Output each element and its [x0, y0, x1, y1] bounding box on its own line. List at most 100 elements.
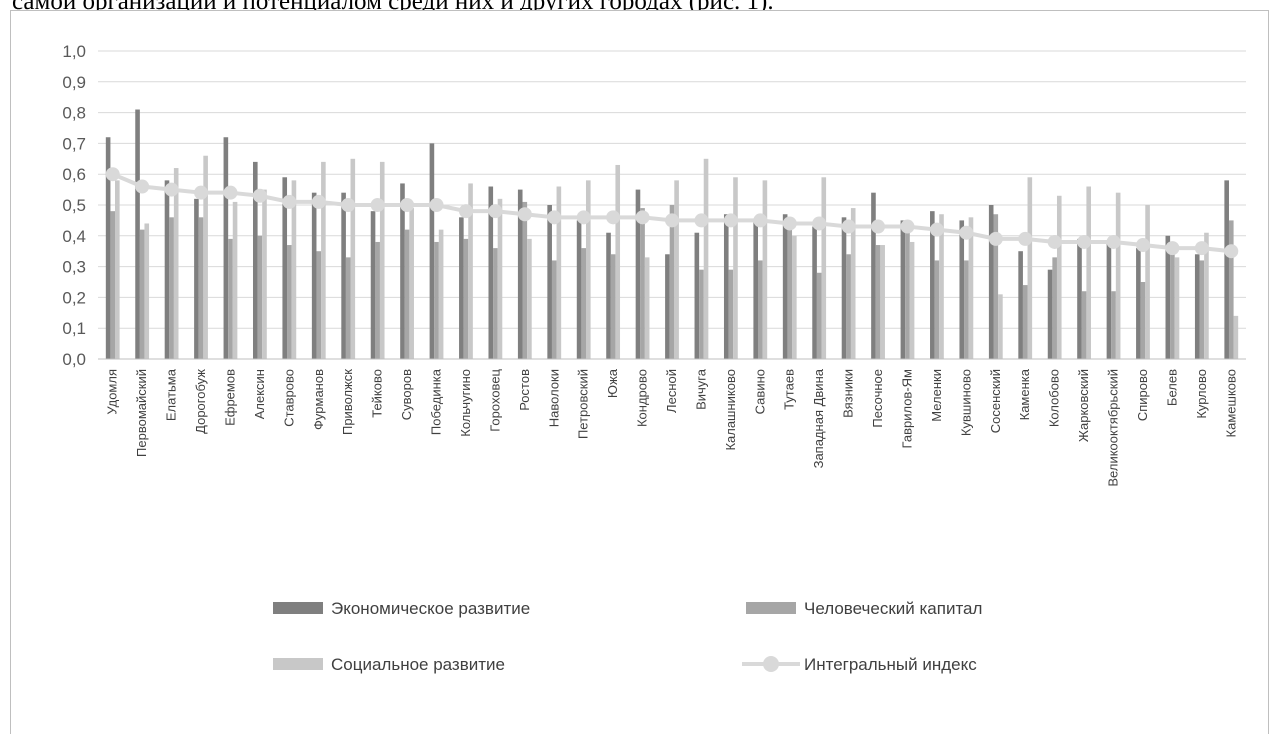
bar-economic — [311, 192, 317, 359]
y-tick-label: 0,4 — [62, 227, 86, 246]
y-tick-label: 0,7 — [62, 134, 86, 153]
x-tick-label: Петровский — [576, 369, 591, 439]
bar-human-capital — [993, 214, 999, 359]
x-tick-label: Ефремов — [222, 369, 237, 426]
bar-economic — [900, 220, 906, 359]
integral-index-point — [694, 213, 709, 228]
bar-economic — [135, 109, 140, 360]
bar-economic — [1194, 254, 1200, 359]
integral-index-point — [723, 213, 738, 228]
integral-index-point — [871, 219, 886, 234]
x-tick-label: Белев — [1164, 369, 1179, 406]
bar-social — [1174, 257, 1180, 359]
bar-social — [291, 180, 297, 359]
y-tick-label: 0,2 — [62, 288, 86, 307]
bar-human-capital — [610, 254, 616, 359]
x-tick-label: Савино — [752, 369, 767, 414]
bar-economic — [988, 205, 994, 359]
bar-human-capital — [139, 229, 145, 359]
bar-human-capital — [1022, 285, 1028, 359]
bar-social — [556, 186, 562, 359]
bar-social — [762, 180, 768, 359]
x-tick-label: Колобово — [1047, 369, 1062, 427]
bar-social — [438, 229, 444, 359]
bar-social — [497, 198, 503, 359]
bar-social — [1027, 177, 1033, 359]
bar-human-capital — [787, 220, 793, 359]
bar-human-capital — [1111, 291, 1116, 359]
x-tick-label: Побединка — [429, 368, 444, 435]
bar-social — [733, 177, 738, 359]
x-tick-label: Гаврилов-Ям — [899, 369, 914, 449]
bar-human-capital — [110, 211, 116, 359]
bar-social — [468, 183, 473, 359]
bar-human-capital — [287, 245, 292, 359]
bar-social — [350, 158, 356, 359]
legend-swatch — [746, 602, 796, 614]
bar-social — [792, 235, 797, 359]
bar-social — [1086, 186, 1092, 359]
bar-social — [880, 245, 885, 359]
bar-human-capital — [1228, 220, 1234, 359]
x-tick-label: Алексин — [252, 369, 267, 419]
x-tick-label: Удомля — [105, 369, 120, 415]
bar-social — [850, 208, 856, 359]
integral-index-point — [1135, 238, 1150, 253]
bar-human-capital — [934, 260, 940, 359]
x-tick-label: Великооктябрьский — [1106, 369, 1121, 487]
bar-economic — [959, 220, 965, 359]
bar-social — [674, 180, 679, 359]
x-tick-label: Кольчугино — [458, 369, 473, 437]
legend-swatch — [273, 658, 323, 670]
integral-index-point — [753, 213, 768, 228]
x-tick-label: Приволжск — [340, 369, 355, 435]
bar-social — [585, 180, 591, 359]
bar-social — [615, 164, 621, 359]
integral-index-point — [606, 210, 621, 225]
y-tick-label: 0,8 — [62, 104, 86, 123]
bar-human-capital — [198, 217, 204, 359]
integral-index-point — [135, 179, 150, 194]
x-tick-label: Ставрово — [281, 369, 296, 427]
bar-human-capital — [699, 269, 704, 359]
bar-human-capital — [1199, 260, 1205, 359]
bar-economic — [1136, 248, 1141, 359]
bar-human-capital — [551, 260, 557, 359]
bar-social — [173, 168, 179, 359]
y-tick-label: 0,6 — [62, 165, 86, 184]
bar-economic — [105, 137, 111, 359]
x-tick-label: Меленки — [929, 369, 944, 422]
integral-index-point — [1165, 241, 1180, 256]
x-tick-label: Вязники — [841, 369, 856, 418]
x-tick-label: Суворов — [399, 369, 414, 420]
x-tick-label: Западная Двина — [811, 368, 826, 468]
bar-economic — [1165, 235, 1171, 359]
y-tick-label: 0,3 — [62, 258, 86, 277]
integral-index-point — [223, 185, 238, 200]
integral-index-point — [1106, 234, 1121, 249]
integral-index-point — [1018, 231, 1033, 246]
page-text-fragment: самой организации и потенциалом среди ни… — [12, 0, 1273, 12]
integral-index-point — [429, 198, 444, 212]
bar-economic — [606, 232, 611, 359]
y-tick-label: 0,5 — [62, 196, 86, 215]
integral-index-point — [841, 219, 856, 234]
bar-economic — [1047, 269, 1053, 359]
x-tick-label: Кувшиново — [958, 369, 973, 436]
bar-economic — [812, 226, 817, 359]
x-tick-label: Елатьма — [164, 368, 179, 421]
bar-economic — [576, 220, 582, 359]
axes: 0,0 0,1 0,2 0,3 0,4 0,5 0,6 0,7 0,8 0,9 1,0 Удомля П… — [62, 42, 1246, 487]
bar-human-capital — [169, 217, 174, 359]
y-tick-label: 0,1 — [62, 319, 86, 338]
bar-social — [1145, 205, 1150, 359]
x-tick-label: Фурманов — [311, 369, 326, 430]
bar-economic — [753, 220, 759, 359]
bar-human-capital — [404, 229, 410, 359]
bar-economic — [871, 192, 876, 359]
integral-index-point — [929, 222, 944, 237]
x-tick-label: Вичуга — [693, 368, 708, 410]
integral-index-point — [105, 167, 120, 182]
bar-human-capital — [669, 205, 675, 359]
x-tick-label: Камешково — [1223, 369, 1238, 437]
